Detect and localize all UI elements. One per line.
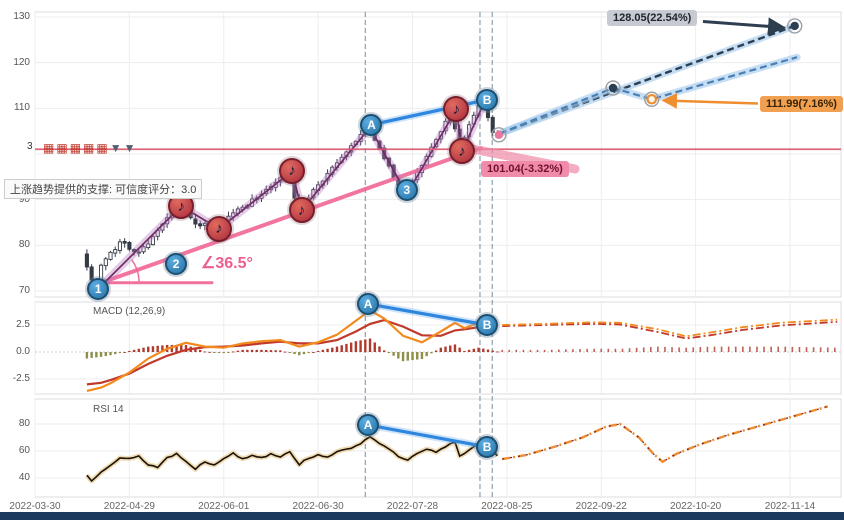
signal-icon[interactable]: ▼ <box>123 141 136 155</box>
signal-icon[interactable]: ▦ <box>83 141 95 155</box>
signal-icon[interactable]: ▼ <box>109 141 122 155</box>
rsi-panel-label: RSI 14 <box>93 404 124 415</box>
signal-icon-row: ▦ ▦ ▦ ▦ ▦ ▼ ▼ <box>43 142 136 155</box>
lower-target-tag[interactable]: 101.04(-3.32%) <box>481 161 569 177</box>
window-bottom-bar <box>0 512 844 520</box>
macd-panel-label: MACD (12,26,9) <box>93 306 166 317</box>
signal-count-label: 3 <box>27 141 33 152</box>
trend-angle-label: ∠36.5° <box>201 255 253 272</box>
signal-icon[interactable]: ▦ <box>69 141 82 155</box>
support-tooltip: 上涨趋势提供的支撑: 可信度评分：3.0 <box>4 179 203 199</box>
signal-icon[interactable]: ▦ <box>96 141 108 155</box>
mid-target-tag[interactable]: 111.99(7.16%) <box>760 96 843 112</box>
signal-icon[interactable]: ▦ <box>43 141 55 155</box>
upper-target-tag[interactable]: 128.05(22.54%) <box>607 10 698 26</box>
signal-icon[interactable]: ▦ <box>56 141 68 155</box>
